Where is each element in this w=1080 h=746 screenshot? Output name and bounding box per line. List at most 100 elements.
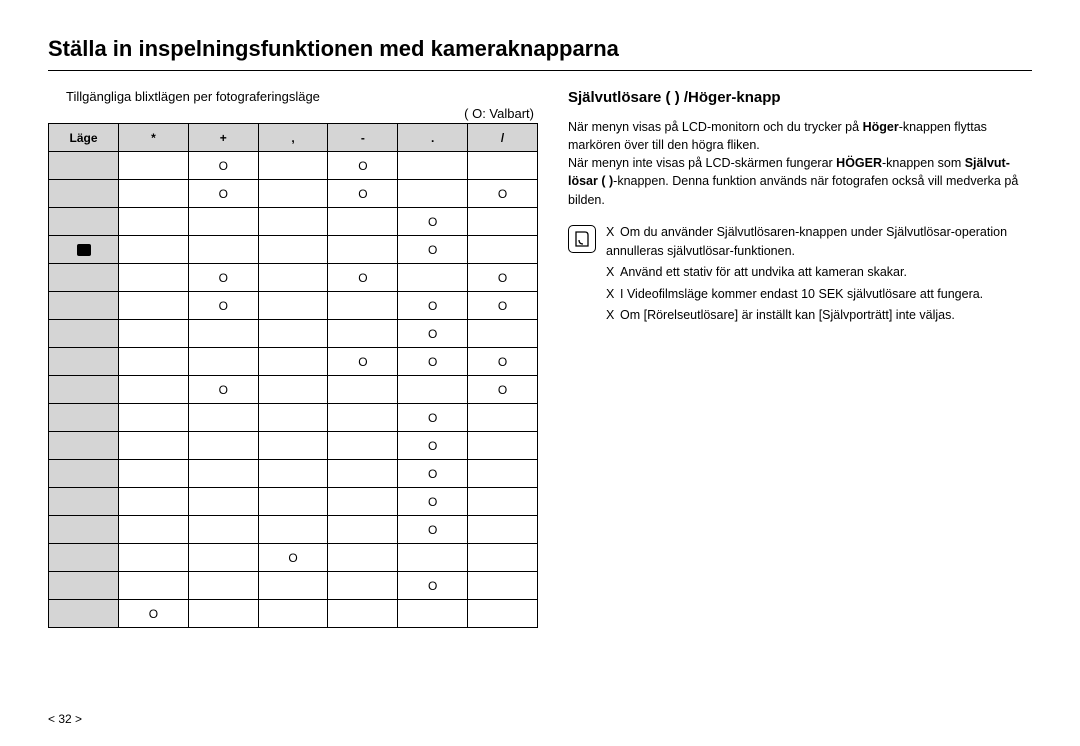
table-cell [119,376,189,404]
mode-cell [49,320,119,348]
table-cell [119,460,189,488]
table-cell: O [398,460,468,488]
note-icon [568,225,596,253]
table-cell [258,208,328,236]
table-cell: O [398,516,468,544]
table-cell [188,516,258,544]
note-text: I Videofilmsläge kommer endast 10 SEK sj… [620,287,983,301]
table-cell [328,236,398,264]
table-cell [258,404,328,432]
table-cell [188,208,258,236]
table-cell: O [398,208,468,236]
table-cell [468,572,538,600]
flash-mode-table: Läge*+,-./ OOOOOOOOOOOOOOOOOOOOOOOOOOO [48,123,538,628]
table-row: O [49,404,538,432]
note-item: XI Videofilmsläge kommer endast 10 SEK s… [606,285,1032,304]
table-cell [328,376,398,404]
table-row: O [49,600,538,628]
table-cell [258,292,328,320]
table-cell [328,488,398,516]
col-header: * [119,124,189,152]
table-cell [258,348,328,376]
page-number: < 32 > [48,712,82,726]
p1-a: När menyn visas på LCD-monitorn och du t… [568,120,863,134]
p2-a: När menyn inte visas på LCD-skärmen fung… [568,156,836,170]
table-cell: O [188,264,258,292]
table-row: O [49,572,538,600]
table-cell: O [119,600,189,628]
table-cell [188,572,258,600]
table-cell [468,320,538,348]
table-cell: O [468,180,538,208]
mode-icon [77,244,91,256]
table-row: OOO [49,292,538,320]
col-header: + [188,124,258,152]
table-row: O [49,488,538,516]
table-cell [328,404,398,432]
table-caption: Tillgängliga blixtlägen per fotograferin… [66,89,538,104]
table-cell [468,488,538,516]
table-cell [119,516,189,544]
table-cell [119,152,189,180]
page-title: Ställa in inspelningsfunktionen med kame… [48,36,1032,71]
table-cell [119,320,189,348]
table-row: O [49,516,538,544]
table-cell [258,376,328,404]
table-cell: O [188,376,258,404]
note-item: XAnvänd ett stativ för att undvika att k… [606,263,1032,282]
table-cell [398,600,468,628]
table-cell [188,488,258,516]
table-cell [328,208,398,236]
table-cell: O [398,320,468,348]
table-cell [188,236,258,264]
mode-cell [49,572,119,600]
table-cell [468,404,538,432]
table-cell [328,460,398,488]
mode-cell [49,208,119,236]
table-row: O [49,236,538,264]
mode-cell [49,152,119,180]
mode-cell [49,376,119,404]
table-cell [468,516,538,544]
table-row: OO [49,376,538,404]
table-cell [188,432,258,460]
table-cell [398,180,468,208]
mode-cell [49,264,119,292]
mode-cell [49,488,119,516]
table-cell [328,572,398,600]
table-cell [468,460,538,488]
table-cell [468,544,538,572]
table-cell [258,152,328,180]
p2-b: -knappen som [882,156,965,170]
table-cell: O [398,432,468,460]
table-cell [398,264,468,292]
bullet-icon: X [606,263,620,282]
table-cell [258,432,328,460]
mode-cell [49,348,119,376]
right-column: Självutlösare ( ) /Höger-knapp När menyn… [568,89,1032,628]
table-cell [328,320,398,348]
mode-cell [49,180,119,208]
table-cell [398,544,468,572]
note-item: XOm du använder Självutlösaren-knappen u… [606,223,1032,262]
table-cell [119,488,189,516]
note-item: XOm [Rörelseutlösare] är inställt kan [S… [606,306,1032,325]
content-row: Tillgängliga blixtlägen per fotograferin… [48,89,1032,628]
table-row: O [49,460,538,488]
table-row: O [49,208,538,236]
table-cell [258,460,328,488]
table-legend: ( O: Valbart) [48,106,538,121]
mode-cell [49,516,119,544]
table-cell: O [398,404,468,432]
p2-bold1: HÖGER [836,156,882,170]
table-cell [119,544,189,572]
note-text: Om du använder Självutlösaren-knappen un… [606,225,1007,258]
table-cell [258,264,328,292]
table-row: O [49,432,538,460]
mode-cell [49,292,119,320]
note-text: Använd ett stativ för att undvika att ka… [620,265,907,279]
table-cell [328,432,398,460]
table-cell [188,544,258,572]
table-cell: O [188,292,258,320]
table-cell: O [328,348,398,376]
